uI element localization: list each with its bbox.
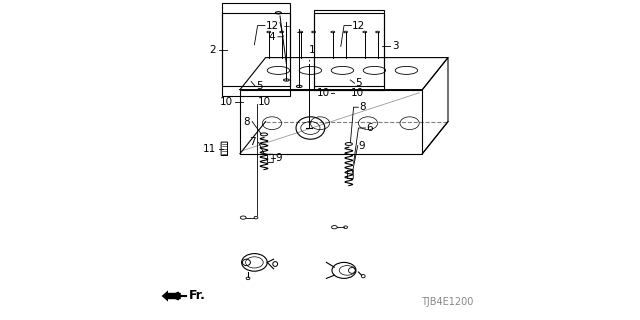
Bar <box>223 3 290 86</box>
Bar <box>314 10 384 86</box>
Text: 10: 10 <box>220 97 233 108</box>
Text: 3: 3 <box>392 41 399 52</box>
Text: 10: 10 <box>258 97 271 108</box>
Text: TJB4E1200: TJB4E1200 <box>421 297 474 307</box>
Text: 10: 10 <box>316 88 330 98</box>
Text: 5: 5 <box>256 81 262 92</box>
Text: 10: 10 <box>351 88 364 98</box>
Text: 11: 11 <box>203 144 216 154</box>
Text: 7: 7 <box>250 137 256 148</box>
FancyArrow shape <box>161 291 181 301</box>
Text: 9: 9 <box>358 140 365 151</box>
Text: 12: 12 <box>266 20 279 31</box>
Text: 1: 1 <box>309 44 316 61</box>
Text: 2: 2 <box>209 44 216 55</box>
Text: 4: 4 <box>269 32 275 42</box>
Text: 5: 5 <box>355 78 362 88</box>
Text: 8: 8 <box>359 102 365 112</box>
Text: 9: 9 <box>275 153 282 164</box>
Text: 6: 6 <box>366 123 373 133</box>
Text: Fr.: Fr. <box>189 289 205 301</box>
Text: 8: 8 <box>243 116 250 127</box>
Text: 12: 12 <box>352 20 365 31</box>
